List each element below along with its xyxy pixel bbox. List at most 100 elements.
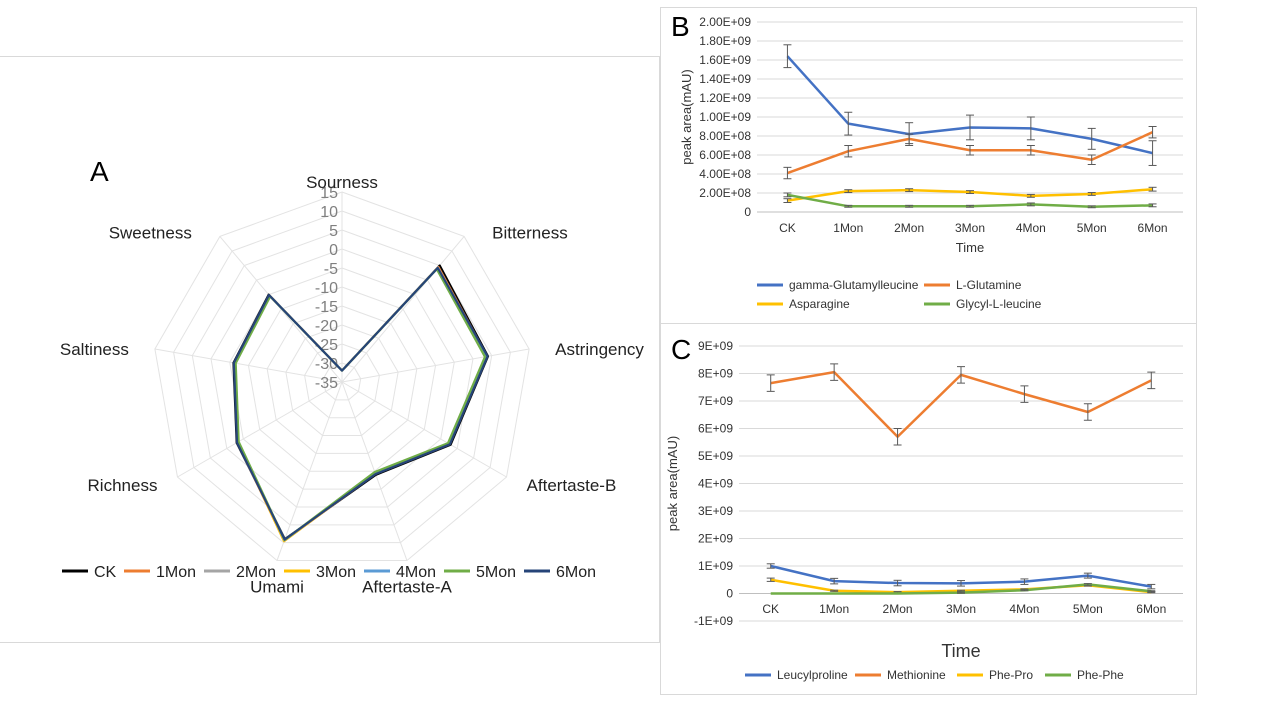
x-tick-label-6mon: 6Mon <box>1138 221 1168 235</box>
x-axis-title: Time <box>956 240 984 255</box>
panel-b-line-chart: B 0 2.00E+08 4.00E+08 6.00E+08 8.00E+08 1.00E+… <box>660 7 1197 325</box>
panel-a-radar-chart: A 15 10 5 0 -5 -10 -15 -20 -25 -30 -35 Sourness Bitte… <box>0 56 660 643</box>
radar-series-3mon <box>233 267 488 543</box>
x-tick-label-1mon: 1Mon <box>833 221 863 235</box>
radar-axis-label-bitterness: Bitterness <box>492 223 568 242</box>
legend-label-phe-phe: Phe-Phe <box>1077 668 1124 682</box>
panel-c-line-chart: C -1E+09 0 1E+09 2E+09 3E+09 4E+09 5E+09 6E+09 7E… <box>660 323 1197 695</box>
legend-label-3mon: 3Mon <box>316 564 356 581</box>
y-tick-label: 1.80E+09 <box>699 34 751 48</box>
radar-spoke <box>219 236 343 383</box>
radar-spoke <box>276 381 343 561</box>
x-tick-label-6mon: 6Mon <box>1136 602 1166 616</box>
y-tick-label: 9E+09 <box>698 339 733 353</box>
radar-series-ck <box>232 264 490 541</box>
radar-axis-label-umami: Umami <box>250 578 304 597</box>
legend-label-ck: CK <box>94 564 117 581</box>
legend-label-4mon: 4Mon <box>396 564 436 581</box>
x-tick-label-5mon: 5Mon <box>1077 221 1107 235</box>
line-chart-b-svg: B 0 2.00E+08 4.00E+08 6.00E+08 8.00E+08 1.00E+… <box>671 11 1183 311</box>
radar-axis-label-saltiness: Saltiness <box>60 340 129 359</box>
y-tick-label: 8E+09 <box>698 367 733 381</box>
x-tick-label-ck: CK <box>762 602 779 616</box>
panel-c-label: C <box>671 334 691 365</box>
y-tick-label: 1E+09 <box>698 559 733 573</box>
legend-label-phe-pro: Phe-Pro <box>989 668 1033 682</box>
y-tick-label: 6.00E+08 <box>699 148 751 162</box>
radar-chart-svg: A151050-5-10-15-20-25-30-35SournessBitte… <box>60 156 645 597</box>
y-tick-label: 1.20E+09 <box>699 91 751 105</box>
panel-b-label: B <box>671 11 690 42</box>
y-tick-label: 1.40E+09 <box>699 72 751 86</box>
y-tick-label: 2.00E+09 <box>699 15 751 29</box>
y-tick-label: 4.00E+08 <box>699 167 751 181</box>
radar-spoke <box>341 348 530 383</box>
y-tick-label: 1.00E+09 <box>699 110 751 124</box>
radar-spoke <box>341 236 465 383</box>
x-axis-title: Time <box>941 641 980 661</box>
radar-grid-ring <box>154 191 530 562</box>
radar-grid-ring <box>229 267 455 490</box>
radar-grid-ring <box>304 343 380 419</box>
y-tick-label: 8.00E+08 <box>699 129 751 143</box>
y-tick-label: 0 <box>744 205 751 219</box>
y-tick-label: 6E+09 <box>698 422 733 436</box>
y-tick-label: 7E+09 <box>698 394 733 408</box>
radar-tick-label: -10 <box>315 280 338 297</box>
legend-label-l-glutamine: L-Glutamine <box>956 278 1022 292</box>
x-tick-label-3mon: 3Mon <box>946 602 976 616</box>
x-tick-label-4mon: 4Mon <box>1009 602 1039 616</box>
radar-series-4mon <box>234 267 487 542</box>
radar-axis-label-sourness: Sourness <box>306 173 378 192</box>
radar-tick-label: -35 <box>315 375 338 392</box>
x-tick-label-1mon: 1Mon <box>819 602 849 616</box>
legend-label-1mon: 1Mon <box>156 564 196 581</box>
radar-tick-label: -20 <box>315 318 338 335</box>
legend-label-leucylproline: Leucylproline <box>777 668 848 682</box>
x-tick-label-4mon: 4Mon <box>1016 221 1046 235</box>
radar-tick-label: 10 <box>320 204 338 221</box>
y-tick-label: -1E+09 <box>694 614 733 628</box>
radar-axis-label-aftertaste-a: Aftertaste-A <box>362 578 452 597</box>
y-tick-label: 2.00E+08 <box>699 186 751 200</box>
radar-grid-ring <box>247 286 437 472</box>
radar-grid-ring <box>210 248 474 508</box>
radar-series-2mon <box>233 266 488 542</box>
radar-axis-label-sweetness: Sweetness <box>109 223 192 242</box>
radar-series-1mon <box>233 265 489 543</box>
panel-a-label: A <box>90 156 109 187</box>
y-tick-label: 1.60E+09 <box>699 53 751 67</box>
legend-label-6mon: 6Mon <box>556 564 596 581</box>
radar-spoke <box>154 348 343 383</box>
legend-label-2mon: 2Mon <box>236 564 276 581</box>
line-chart-c-svg: C -1E+09 0 1E+09 2E+09 3E+09 4E+09 5E+09 6E+09 7E… <box>665 334 1183 682</box>
y-tick-label: 3E+09 <box>698 504 733 518</box>
y-axis-title: peak area(mAU) <box>665 436 680 531</box>
legend-label-asparagine: Asparagine <box>789 297 850 311</box>
radar-grid-ring <box>191 229 493 526</box>
y-tick-label: 5E+09 <box>698 449 733 463</box>
x-tick-label-5mon: 5Mon <box>1073 602 1103 616</box>
x-tick-label-ck: CK <box>779 221 796 235</box>
legend-label-5mon: 5Mon <box>476 564 516 581</box>
y-axis-title: peak area(mAU) <box>679 69 694 164</box>
radar-series-6mon <box>232 266 489 541</box>
radar-tick-label: 0 <box>329 242 338 259</box>
x-tick-label-3mon: 3Mon <box>955 221 985 235</box>
radar-spoke <box>177 381 343 478</box>
radar-axis-label-aftertaste-b: Aftertaste-B <box>527 476 617 495</box>
legend-label-methionine: Methionine <box>887 668 946 682</box>
radar-spoke <box>341 381 507 478</box>
y-tick-label: 4E+09 <box>698 477 733 491</box>
y-tick-label: 2E+09 <box>698 532 733 546</box>
radar-tick-label: 15 <box>320 185 338 202</box>
x-tick-label-2mon: 2Mon <box>894 221 924 235</box>
radar-tick-label: 5 <box>329 223 338 240</box>
radar-grid-ring <box>285 324 399 437</box>
radar-grid-ring <box>322 362 362 401</box>
radar-grid-ring <box>173 210 511 544</box>
y-tick-label: 0 <box>726 587 733 601</box>
legend-label-glycyl-l-leucine: Glycyl-L-leucine <box>956 297 1042 311</box>
radar-tick-label: -15 <box>315 299 338 316</box>
legend-label-gamma-glutamylleucine: gamma-Glutamylleucine <box>789 278 919 292</box>
